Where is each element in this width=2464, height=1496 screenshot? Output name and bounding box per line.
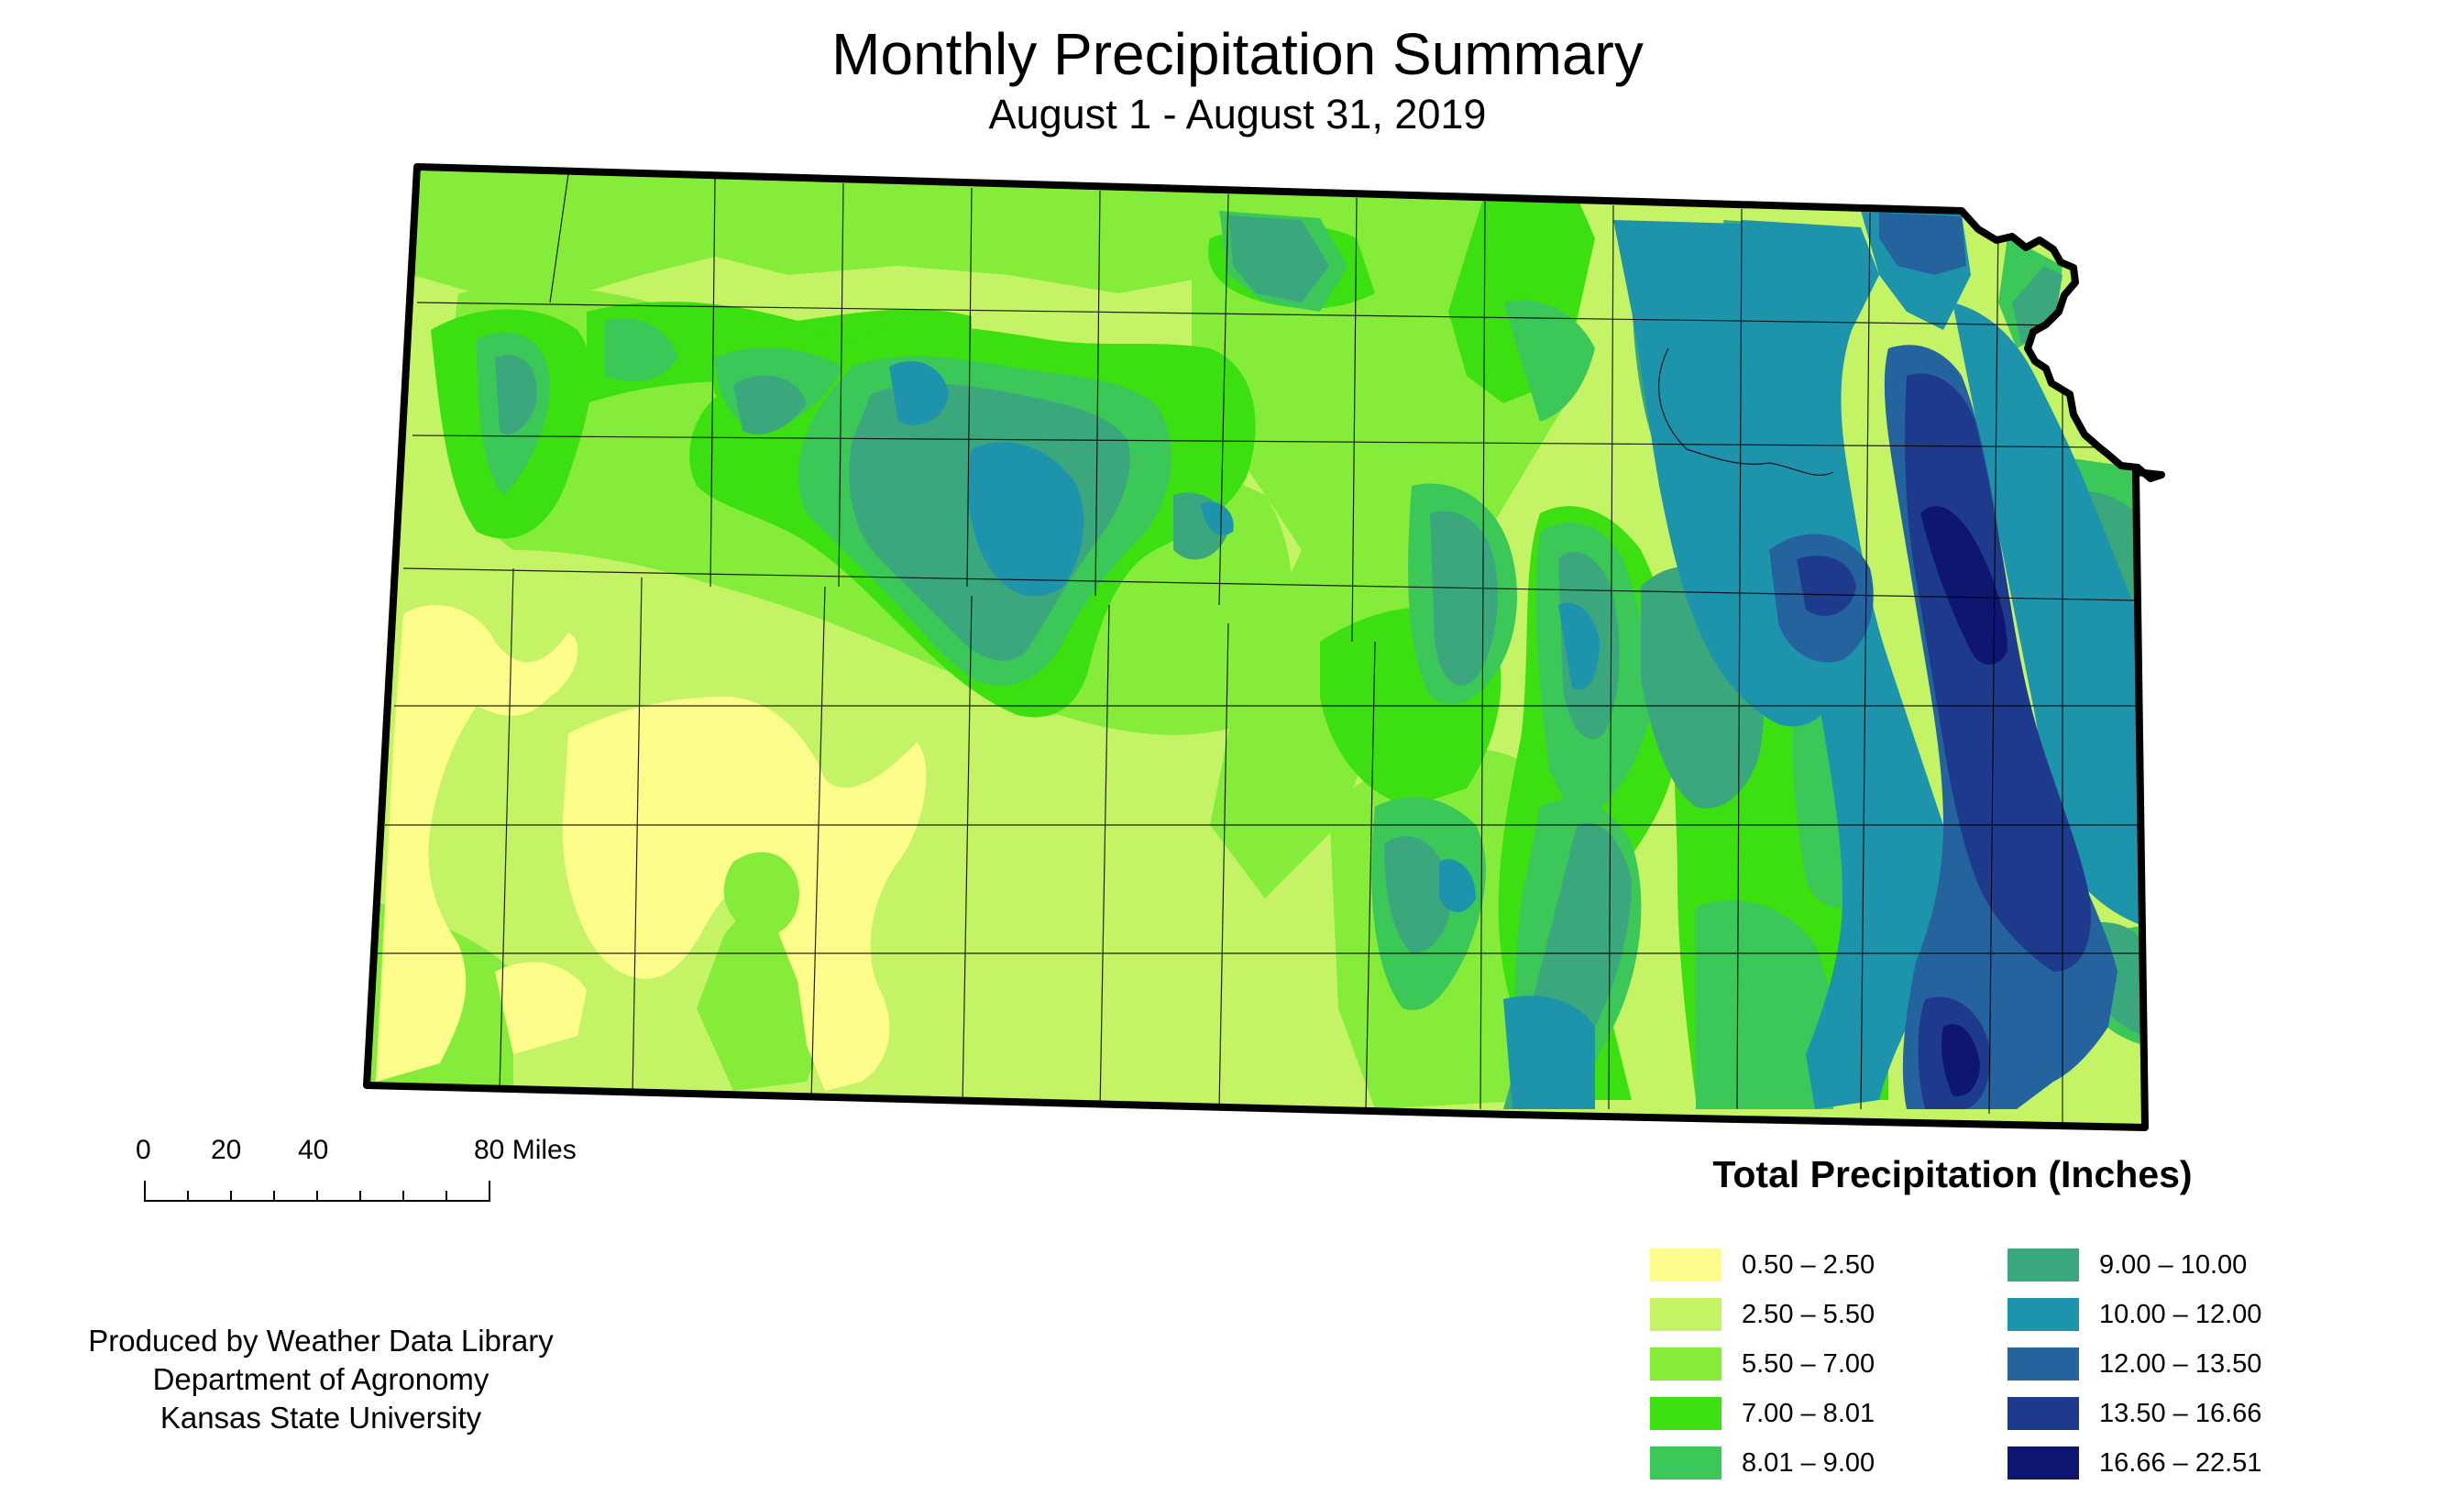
credits-line-1: Produced by Weather Data Library	[88, 1324, 554, 1358]
scale-bar: 0 20 40 80 Miles	[128, 1135, 642, 1208]
legend-label: 12.00 – 13.50	[2099, 1349, 2262, 1379]
legend-item: 5.50 – 7.00	[1650, 1346, 1998, 1382]
legend-label: 16.66 – 22.51	[2099, 1448, 2262, 1478]
credits-line-3: Kansas State University	[160, 1401, 482, 1435]
county-boundaries	[376, 173, 2141, 1123]
legend-label: 7.00 – 8.01	[1742, 1399, 1876, 1428]
legend-label: 9.00 – 10.00	[2099, 1250, 2248, 1280]
legend-swatch	[1650, 1397, 1722, 1430]
scale-label-0: 0	[136, 1135, 151, 1165]
legend-label: 5.50 – 7.00	[1742, 1349, 1876, 1379]
legend-item: 13.50 – 16.66	[2008, 1395, 2356, 1432]
precipitation-surface	[367, 167, 2162, 1128]
legend-item: 16.66 – 22.51	[2008, 1445, 2356, 1481]
legend-swatch	[2008, 1397, 2079, 1430]
legend-item: 7.00 – 8.01	[1650, 1395, 1998, 1432]
legend-label: 8.01 – 9.00	[1742, 1448, 1876, 1478]
legend-swatch	[2008, 1348, 2079, 1380]
legend-swatch	[1650, 1348, 1722, 1380]
legend-item: 2.50 – 5.50	[1650, 1296, 1998, 1333]
legend-title: Total Precipitation (Inches)	[1712, 1153, 2193, 1195]
legend-swatch	[2008, 1248, 2079, 1282]
legend-item: 9.00 – 10.00	[2008, 1247, 2356, 1283]
legend: 0.50 – 2.50 2.50 – 5.50 5.50 – 7.00 7.00 – …	[1650, 1247, 2438, 1494]
legend-label: 2.50 – 5.50	[1742, 1300, 1876, 1329]
legend-label: 0.50 – 2.50	[1742, 1250, 1876, 1280]
legend-item: 10.00 – 12.00	[2008, 1296, 2356, 1333]
legend-swatch	[1650, 1248, 1722, 1282]
legend-swatch	[1650, 1298, 1722, 1331]
legend-swatch	[2008, 1446, 2079, 1480]
legend-swatch	[1650, 1446, 1722, 1480]
legend-item: 12.00 – 13.50	[2008, 1346, 2356, 1382]
credits: Produced by Weather Data Library Departm…	[37, 1322, 605, 1437]
legend-label: 13.50 – 16.66	[2099, 1399, 2262, 1428]
scale-label-40: 40	[298, 1135, 329, 1165]
legend-item: 8.01 – 9.00	[1650, 1445, 1998, 1481]
credits-line-2: Department of Agronomy	[152, 1362, 490, 1396]
legend-swatch	[2008, 1298, 2079, 1331]
legend-item: 0.50 – 2.50	[1650, 1247, 1998, 1283]
scale-label-80-miles: 80 Miles	[474, 1135, 577, 1165]
map-subtitle: August 1 - August 31, 2019	[988, 91, 1487, 138]
map-title: Monthly Precipitation Summary	[831, 21, 1644, 87]
scale-label-20: 20	[211, 1135, 242, 1165]
legend-label: 10.00 – 12.00	[2099, 1300, 2262, 1329]
state-outline	[363, 163, 2165, 1131]
